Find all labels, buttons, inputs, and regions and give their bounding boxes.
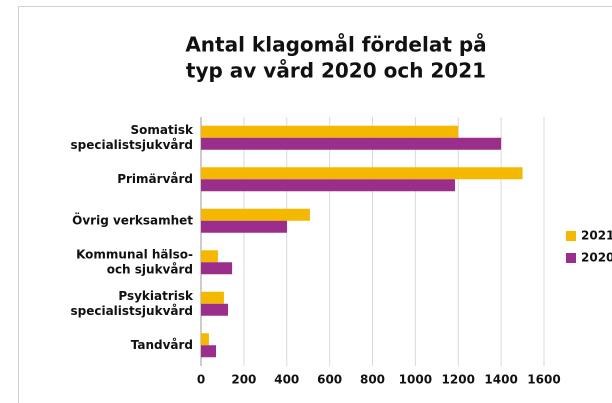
bar: [201, 291, 224, 304]
legend-label: 2021: [581, 229, 612, 243]
legend-label: 2020: [581, 251, 612, 265]
chart-title: typ av vård 2020 och 2021: [186, 59, 486, 83]
y-tick-label: Primärvård: [117, 172, 193, 186]
x-tick-label: 200: [231, 373, 256, 387]
y-tick-label: Kommunal hälso-: [76, 247, 193, 261]
bar: [201, 220, 287, 233]
bar: [201, 303, 229, 316]
x-tick-label: 400: [274, 373, 299, 387]
bar: [201, 179, 456, 192]
chart-frame: [18, 6, 612, 403]
bar: [201, 262, 233, 275]
y-tick-label: Övrig verksamhet: [72, 212, 193, 227]
x-tick-label: 1400: [484, 373, 517, 387]
legend-swatch: [566, 231, 576, 241]
y-tick-label: specialistsjukvård: [70, 138, 193, 152]
y-tick-label: Psykiatrisk: [118, 289, 194, 303]
x-tick-label: 1000: [399, 373, 432, 387]
y-tick-label: och sjukvård: [107, 262, 193, 276]
legend-swatch: [566, 253, 576, 263]
x-tick-label: 1200: [442, 373, 475, 387]
bar: [201, 333, 209, 346]
y-tick-label: Tandvård: [131, 338, 193, 352]
chart-title: Antal klagomål fördelat på: [185, 33, 486, 57]
x-tick-label: 600: [317, 373, 342, 387]
bar: [201, 208, 310, 221]
bar: [201, 125, 459, 138]
bar: [201, 137, 502, 150]
x-tick-label: 800: [360, 373, 385, 387]
x-tick-label: 0: [197, 373, 205, 387]
bar: [201, 250, 218, 263]
y-tick-label: Somatisk: [131, 123, 194, 137]
bar: [201, 167, 523, 180]
x-tick-label: 1600: [527, 373, 560, 387]
y-tick-label: specialistsjukvård: [70, 304, 193, 318]
bar: [201, 345, 217, 358]
